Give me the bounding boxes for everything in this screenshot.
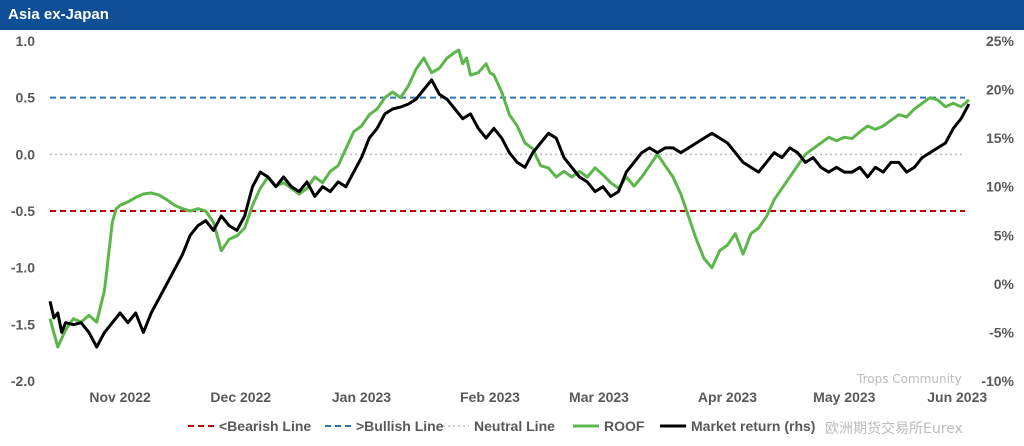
right-tick-label: 15% [986,130,1015,146]
right-tick-label: 0% [994,276,1015,292]
legend: <Bearish Line >Bullish Line Neutral Line RO… [188,418,815,434]
right-tick-label: 10% [986,179,1015,195]
left-tick-label: -0.5 [11,203,35,219]
right-tick-label: 25% [986,33,1015,49]
x-tick-label: Apr 2023 [698,389,757,405]
left-axis: 1.0 0.5 0.0 -0.5 -1.0 -1.5 -2.0 [11,33,35,389]
legend-item-bullish-line: >Bullish Line [325,418,444,434]
x-tick-label: Dec 2022 [210,389,271,405]
series-layer [48,48,971,349]
legend-item-bearish-line: <Bearish Line [188,418,311,434]
left-tick-label: -2.0 [11,373,35,389]
legend-label: ROOF [604,418,645,434]
x-tick-label: May 2023 [813,389,875,405]
watermark-brand-text: 欧洲期货交易所Eurex [825,421,963,437]
right-tick-label: -5% [989,324,1014,340]
left-tick-label: 0.5 [16,90,36,106]
chart-title: Asia ex-Japan [8,6,109,23]
x-tick-label: Mar 2023 [569,389,629,405]
left-tick-label: 0.0 [16,146,36,162]
x-tick-label: Jan 2023 [332,389,391,405]
legend-label: >Bullish Line [356,418,444,434]
legend-label: <Bearish Line [219,418,311,434]
series-line-market-return-rhs [48,78,971,349]
x-axis: Nov 2022 Dec 2022 Jan 2023 Feb 2023 Mar 2023… [89,389,987,405]
legend-item-neutral-line: Neutral Line [443,418,555,434]
reference-lines [50,96,965,212]
right-tick-label: -10% [981,373,1014,389]
x-tick-label: Feb 2023 [460,389,520,405]
right-axis: 25% 20% 15% 10% 5% 0% -5% -10% [981,33,1014,389]
series-line-roof [48,48,970,349]
legend-label: Neutral Line [474,418,555,434]
left-tick-label: 1.0 [16,33,36,49]
legend-item-market-return-rhs: Market return (rhs) [660,418,815,434]
legend-label: Market return (rhs) [691,418,815,434]
watermark-logo-text: Trops Community [857,372,962,386]
right-tick-label: 20% [986,82,1015,98]
x-tick-label: Nov 2022 [89,389,151,405]
right-tick-label: 5% [994,227,1015,243]
left-tick-label: -1.0 [11,260,35,276]
left-tick-label: -1.5 [11,316,35,332]
title-bar: Asia ex-Japan [0,0,1024,30]
x-tick-label: Jun 2023 [927,389,987,405]
legend-item-roof: ROOF [573,418,645,434]
